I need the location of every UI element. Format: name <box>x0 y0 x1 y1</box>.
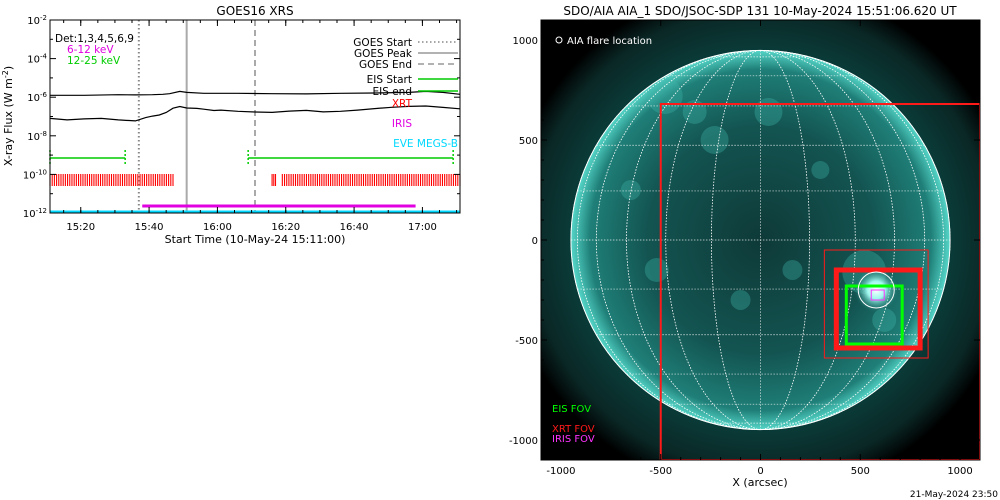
goes-legend-label: GOES End <box>359 59 412 71</box>
aia-y-tick-label: 500 <box>519 136 538 147</box>
goes-y-axis: 10-12 10-10 10-8 10-6 10-4 10-2 <box>23 14 460 220</box>
fov-rectangles <box>659 103 980 460</box>
goes-x-tick-label: 16:20 <box>271 222 300 233</box>
goes-y-tick-label: 10-10 <box>23 168 47 181</box>
goes-x-tick-label: 17:00 <box>408 222 437 233</box>
instrument-label: IRIS <box>392 118 412 130</box>
goes-legend-label: EIS end <box>372 86 412 98</box>
goes-y-tick-label: 10-12 <box>23 207 47 220</box>
aia-x-axis-label: X (arcsec) <box>732 476 787 489</box>
goes-y-tick-label: 10-4 <box>27 53 47 66</box>
fov-xrt-fov <box>659 103 980 460</box>
goes-x-axis: 15:20 15:40 16:00 16:20 16:40 17:00 <box>63 20 458 233</box>
aia-x-tick-label: 0 <box>757 466 763 477</box>
aia-y-tick-label: 1000 <box>513 36 538 47</box>
fov-xrt-fov <box>833 267 923 351</box>
goes-xrs-panel: GOES16 XRS 10-12 10-10 10-8 10-6 10-4 10-2 15… <box>1 4 461 246</box>
fov-eis-fov <box>844 284 904 346</box>
goes-detectors-label: Det:1,3,4,5,6,9 <box>55 33 134 45</box>
aia-x-tick-label: 1000 <box>947 466 972 477</box>
fov-legend-label: IRIS FOV <box>552 434 595 445</box>
goes-x-tick-label: 15:40 <box>135 222 164 233</box>
solar-limb <box>570 49 951 431</box>
aia-x-tick-label: -1000 <box>546 466 575 477</box>
aia-image-panel: SDO/AIA AIA_1 SDO/JSOC-SDP 131 10-May-20… <box>509 4 981 489</box>
active-region-blob <box>644 258 669 282</box>
aia-x-tick-label: -500 <box>649 466 672 477</box>
active-region-blob <box>782 260 803 280</box>
active-region-blob <box>700 126 729 154</box>
goes-observation-bars <box>49 150 461 214</box>
goes-legend-label: GOES Start <box>353 37 412 49</box>
goes-y-tick-label: 10-6 <box>27 91 47 104</box>
goes-energy-label: 12-25 keV <box>67 55 121 67</box>
goes-y-axis-label: X-ray Flux (W m-2) <box>1 66 15 166</box>
goes-series-line <box>50 90 461 96</box>
aia-y-tick-label: -500 <box>515 336 538 347</box>
flare-location-marker <box>857 271 895 309</box>
goes-y-tick-label: 10-8 <box>27 130 47 143</box>
aia-x-tick-label: 500 <box>851 466 870 477</box>
longitude-line <box>711 50 810 430</box>
goes-legend-label: EIS Start <box>367 74 412 86</box>
fov-iris-fov <box>870 289 885 301</box>
goes-x-tick-label: 16:00 <box>203 222 232 233</box>
aia-y-tick-label: 0 <box>532 236 538 247</box>
active-region-blob <box>811 161 830 179</box>
goes-x-tick-label: 15:20 <box>66 222 95 233</box>
goes-x-tick-label: 16:40 <box>340 222 369 233</box>
footer-timestamp: 21-May-2024 23:50 <box>910 490 998 500</box>
instrument-label: XRT <box>392 98 413 110</box>
active-region-blob <box>620 180 641 200</box>
fov-legend-label: XRT FOV <box>552 424 595 435</box>
heliographic-grid <box>570 49 951 431</box>
active-region-blob <box>754 98 783 126</box>
active-region-blob <box>682 100 707 124</box>
instrument-labels: XRT IRIS EVE MEGS-B <box>392 98 458 150</box>
fov-xrt-fov <box>823 249 929 359</box>
goes-x-axis-label: Start Time (10-May-24 15:11:00) <box>165 233 346 246</box>
active-region-blob <box>872 308 897 332</box>
aia-x-axis: -1000 -500 0 500 1000 <box>546 20 973 477</box>
goes-legend-label: GOES Peak <box>354 48 413 60</box>
aia-title: SDO/AIA AIA_1 SDO/JSOC-SDP 131 10-May-20… <box>563 4 957 18</box>
goes-series-group <box>49 90 461 122</box>
goes-title: GOES16 XRS <box>216 4 293 18</box>
goes-y-tick-label: 10-2 <box>27 14 47 27</box>
flare-legend-marker <box>555 36 563 44</box>
goes-event-lines <box>137 20 256 213</box>
aia-y-axis: -1000 -500 0 500 1000 <box>509 36 980 447</box>
aia-y-tick-label: -1000 <box>509 436 538 447</box>
instrument-label: EVE MEGS-B <box>393 138 458 150</box>
flare-legend-label: AIA flare location <box>567 36 652 47</box>
fov-legend-label: EIS FOV <box>552 404 591 415</box>
goes-plot-area <box>49 20 461 214</box>
goes-series-line <box>49 105 461 122</box>
goes-energy-label: 6-12 keV <box>67 44 114 56</box>
active-region-blob <box>730 290 751 310</box>
